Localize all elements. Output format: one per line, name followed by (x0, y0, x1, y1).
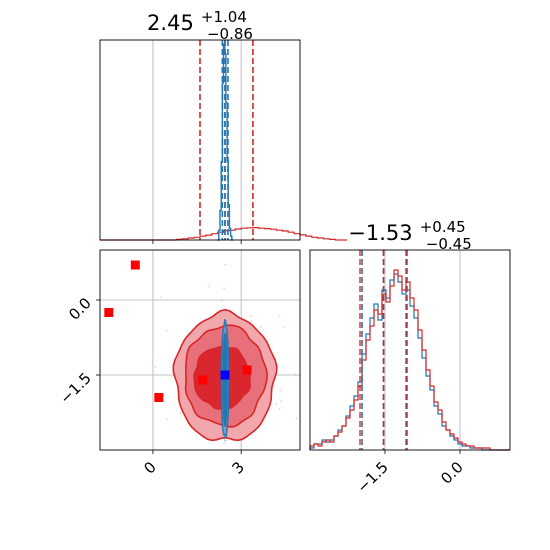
p2-sample-blue-67 (225, 469, 227, 471)
p3-frame (309, 249, 511, 451)
p2-tick-label-x-1: 3 (229, 458, 248, 477)
p2-frame (99, 249, 301, 451)
p1-title-main: 2.45 (147, 11, 194, 35)
p3-blue-histogram (309, 273, 510, 451)
p2-sample-blue-54 (223, 451, 225, 453)
p2-sample-red-53 (278, 315, 280, 318)
p2-sample-blue-16 (227, 468, 229, 470)
p2-sample-blue-60 (224, 263, 227, 266)
p2-sample-red-60 (275, 403, 278, 406)
p2-sample-blue-59 (227, 467, 229, 469)
p3-title-sup: +0.45 (420, 218, 466, 236)
p2-sample-red-86 (165, 418, 168, 420)
p3-tick-label-x-0: −1.5 (353, 458, 391, 496)
p2-marker-3 (198, 375, 208, 385)
p2-sample-red-104 (250, 320, 253, 323)
p2-sample-red-148 (154, 366, 157, 368)
p1-title-sup: +1.04 (201, 8, 247, 26)
p1-title: 2.45 +1.04 −0.86 (147, 7, 253, 43)
p3-title: −1.53 +0.45 −0.45 (348, 217, 471, 253)
p2-sample-blue-44 (227, 451, 229, 453)
p2-sample-blue-71 (223, 456, 225, 458)
p2-tick-label-y-0: 0.0 (65, 294, 95, 324)
p3-title-sub: −0.45 (426, 235, 472, 253)
p2-truth-marker (220, 370, 230, 380)
p1-title-sub: −0.86 (207, 25, 253, 43)
p2-sample-red-26 (294, 373, 297, 376)
panel-2d-joint: 0 3 0.0 −1.5 (56, 249, 346, 512)
p2-sample-blue-27 (223, 472, 225, 474)
p2-blue-contour-inner (222, 332, 228, 428)
p2-marker-1 (104, 308, 114, 317)
p3-title-main: −1.53 (348, 221, 412, 245)
p2-sample-red-96 (278, 408, 281, 410)
p2-sample-blue-40 (223, 287, 225, 290)
p2-plot-area (100, 250, 346, 512)
p2-sample-red-0 (344, 366, 346, 368)
p2-sample-red-29 (160, 296, 163, 299)
p2-sample-red-106 (283, 325, 286, 328)
panel-1d-param2: −1.5 0.0 (309, 249, 511, 497)
p2-sample-red-98 (295, 417, 298, 420)
p2-sample-blue-84 (223, 457, 225, 459)
p1-frame (99, 39, 301, 241)
p1-red-histogram (100, 227, 348, 241)
p2-sample-blue-76 (224, 439, 227, 442)
p3-red-histogram (309, 269, 510, 451)
p2-sample-blue-37 (223, 442, 226, 445)
p2-marker-4 (242, 365, 252, 375)
p2-marker-2 (154, 393, 164, 402)
p2-tick-label-y-1: −1.5 (56, 369, 94, 407)
p2-marker-0 (130, 260, 140, 270)
p2-sample-red-34 (259, 326, 262, 328)
p2-tick-label-x-0: 0 (140, 458, 159, 477)
p2-sample-red-130 (179, 412, 181, 415)
p2-sample-red-129 (280, 400, 283, 403)
p2-sample-blue-55 (220, 299, 223, 302)
p2-sample-red-62 (207, 285, 210, 288)
p3-tick-label-x-1: 0.0 (437, 458, 467, 488)
p2-sample-blue-53 (219, 510, 221, 512)
p2-sample-red-31 (279, 389, 282, 392)
panel-1d-param1 (99, 39, 348, 244)
p2-sample-red-21 (165, 329, 168, 332)
p2-sample-red-30 (249, 314, 252, 317)
